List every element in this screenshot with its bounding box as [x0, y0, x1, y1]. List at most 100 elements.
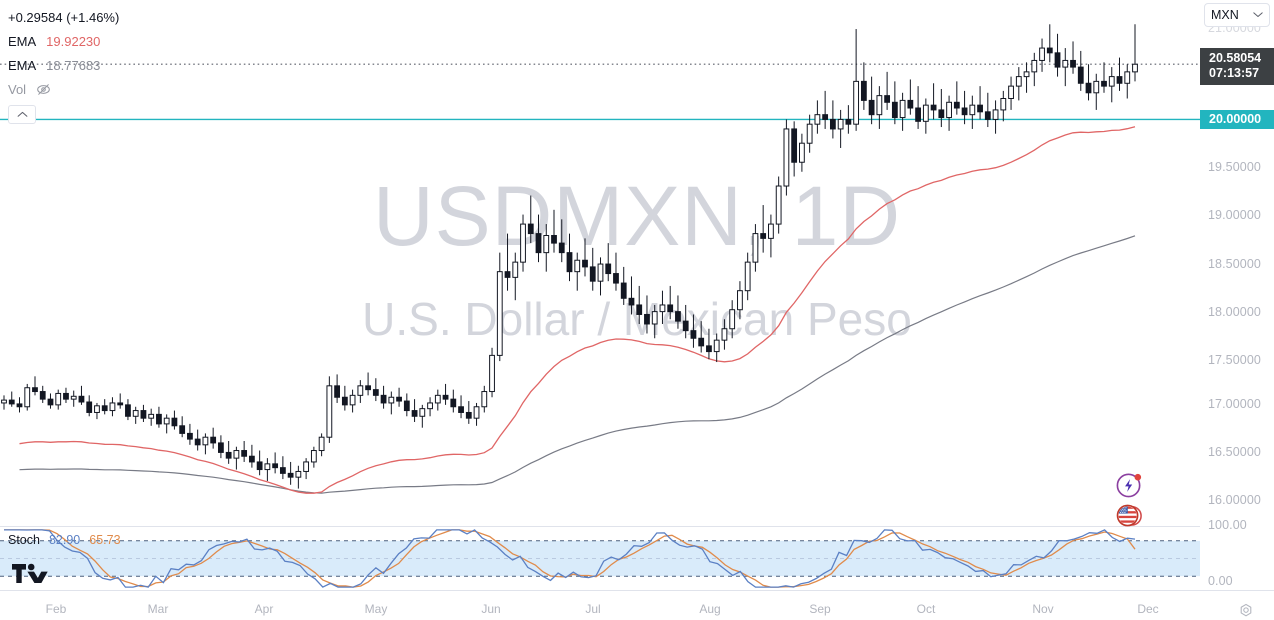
time-tick: Aug — [699, 602, 721, 616]
candle-up — [969, 104, 976, 116]
candle-down — [8, 399, 15, 405]
candle-down — [47, 398, 54, 406]
stoch-k-value: 82.90 — [48, 533, 81, 547]
candle-down — [218, 442, 224, 453]
candle-down — [1101, 80, 1107, 87]
stoch-legend[interactable]: Stoch 82.90 65.73 — [8, 533, 121, 547]
ema-slow-label: EMA — [8, 57, 37, 73]
candle-up — [799, 142, 805, 163]
candle-down — [791, 128, 798, 163]
candle-up — [783, 128, 790, 187]
time-scale[interactable]: Feb Mar Apr May Jun Jul Aug Sep Oct Nov Dec — [0, 590, 1274, 620]
candle-down — [667, 304, 674, 313]
candle-down — [613, 273, 619, 284]
candle-down — [907, 99, 914, 109]
collapse-pane-button[interactable] — [8, 105, 36, 124]
candle-down — [675, 311, 681, 322]
candle-up — [922, 104, 929, 122]
candle-down — [248, 455, 255, 463]
candle-up — [837, 118, 844, 130]
candle-down — [365, 385, 371, 391]
eye-off-icon[interactable] — [36, 82, 51, 97]
candle-down — [16, 403, 23, 408]
price-scale[interactable]: 21.00000 19.50000 19.00000 18.50000 18.00000… — [1200, 0, 1274, 590]
candle-down — [605, 263, 612, 275]
candle-up — [94, 405, 100, 413]
current-price-badge[interactable]: 20.58054 07:13:57 — [1200, 48, 1274, 86]
candle-up — [806, 123, 813, 144]
candle-down — [403, 400, 410, 412]
ema-fast-value: 19.92230 — [46, 33, 101, 49]
candle-down — [1046, 47, 1053, 54]
legend-ema-fast-row[interactable]: EMA 19.92230 — [8, 29, 119, 53]
candle-up — [326, 385, 333, 438]
stoch-k-line — [4, 529, 1136, 588]
candle-up — [597, 263, 604, 282]
candle-down — [78, 395, 85, 403]
candle-down — [558, 242, 565, 254]
time-tick: Mar — [147, 602, 169, 616]
time-tick: May — [364, 602, 388, 616]
candle-up — [574, 259, 581, 273]
candle-down — [938, 109, 945, 119]
tradingview-logo[interactable] — [11, 563, 49, 585]
price-tick: 19.00000 — [1208, 208, 1261, 222]
candle-down — [589, 266, 596, 282]
price-tick: 19.50000 — [1208, 160, 1261, 174]
price-change: +0.29584 (+1.46%) — [8, 9, 120, 25]
price-tick: 100.00 — [1208, 518, 1247, 532]
candle-down — [1070, 59, 1076, 68]
candle-up — [1062, 59, 1069, 68]
candle-down — [636, 304, 643, 315]
price-level-badge[interactable]: 20.00000 — [1200, 109, 1274, 129]
time-tick: Jun — [481, 602, 501, 616]
currency-select-label: MXN — [1211, 8, 1239, 22]
candle-up — [512, 261, 519, 278]
candle-down — [241, 450, 248, 457]
price-pane[interactable] — [0, 0, 1200, 525]
candle-down — [39, 391, 46, 400]
candle-up — [1023, 71, 1030, 78]
candle-up — [427, 402, 433, 410]
stoch-chart-svg — [0, 529, 1200, 588]
candle-down — [411, 410, 418, 417]
bar-countdown: 07:13:57 — [1209, 66, 1260, 81]
us-flag-badge[interactable] — [1115, 501, 1144, 530]
candle-up — [814, 114, 821, 125]
legend-ema-slow-row[interactable]: EMA 18.77683 — [8, 53, 119, 77]
stoch-label: Stoch — [8, 533, 40, 547]
candle-up — [659, 304, 666, 313]
candle-down — [279, 467, 286, 474]
time-tick: Sep — [809, 602, 831, 616]
candle-down — [140, 410, 147, 419]
candle-down — [380, 394, 387, 404]
price-tick: 16.00000 — [1208, 493, 1261, 507]
stoch-pane[interactable] — [0, 527, 1200, 590]
price-chart-svg — [0, 24, 1200, 494]
gear-icon[interactable] — [1238, 603, 1254, 619]
candle-down — [628, 297, 635, 306]
candle-down — [32, 387, 38, 393]
candle-up — [419, 408, 426, 417]
candle-down — [450, 398, 457, 408]
candle-down — [272, 463, 279, 469]
candle-up — [496, 271, 503, 356]
candle-up — [1093, 80, 1100, 94]
candle-up — [388, 396, 395, 404]
candle-down — [868, 99, 875, 116]
candle-down — [1054, 52, 1061, 68]
legend-volume-row[interactable]: Vol — [8, 77, 119, 101]
candle-up — [876, 95, 883, 116]
candle-up — [233, 450, 240, 459]
candle-down — [341, 396, 348, 406]
currency-select[interactable]: MXN — [1204, 3, 1270, 27]
candle-down — [63, 392, 69, 400]
candle-up — [1132, 63, 1138, 73]
pane-separator — [0, 526, 1274, 527]
alert-lightning-badge[interactable] — [1115, 470, 1144, 499]
chevron-up-icon — [17, 111, 27, 117]
candle-up — [768, 223, 774, 239]
candle-down — [860, 80, 867, 101]
candle-up — [303, 461, 310, 472]
candle-down — [953, 101, 960, 109]
